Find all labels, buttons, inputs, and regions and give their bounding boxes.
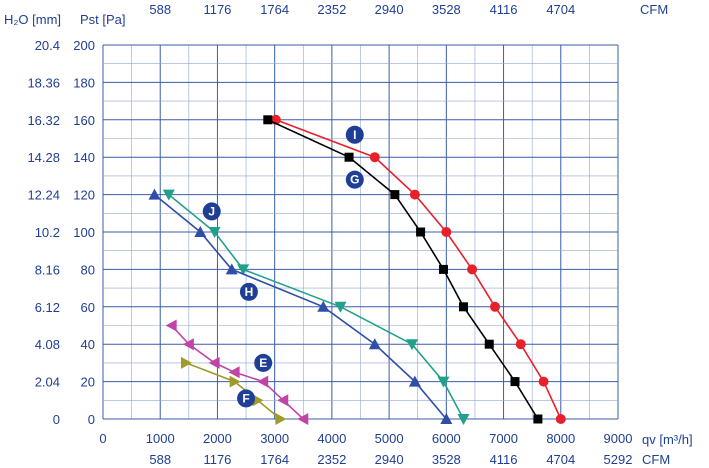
y-tick-label-pa: 100 [73, 225, 95, 240]
cfm-top-tick-label: 4116 [490, 2, 518, 17]
curve-labels: I G J H E F [203, 126, 364, 408]
cfm-bottom-tick-label: 588 [149, 452, 171, 467]
curve-label-text: G [350, 173, 359, 187]
data-point [181, 357, 192, 369]
data-point [345, 153, 354, 162]
cfm-bottom-tick-label: 4116 [490, 452, 518, 467]
cfm-top-tick-label: 4704 [546, 2, 575, 17]
cfm-top-label: CFM [640, 2, 668, 17]
data-point [511, 377, 520, 386]
series-e [166, 320, 309, 426]
cfm-bottom-tick-label: 1176 [203, 452, 231, 467]
y-tick-label-h2o: 16.32 [27, 113, 60, 128]
y-tick-label-h2o: 12.24 [27, 188, 60, 203]
data-point [166, 320, 177, 332]
data-point [439, 265, 448, 274]
curve-label-j: J [203, 202, 221, 220]
curve-label-g: G [346, 171, 364, 189]
data-point [441, 227, 451, 237]
data-point [390, 190, 399, 199]
pa-axis-label: Pst [Pa] [80, 12, 126, 27]
data-point [416, 228, 425, 237]
data-point [490, 302, 500, 312]
x-tick-label: 2000 [203, 431, 232, 446]
y-tick-label-h2o: 4.08 [35, 337, 60, 352]
x-tick-label: 9000 [604, 431, 633, 446]
curve-label-h: H [240, 283, 258, 301]
data-point [209, 357, 220, 369]
cfm-bottom-tick-label: 5292 [604, 452, 633, 467]
y-tick-label-h2o: 8.16 [35, 262, 60, 277]
y-tick-label-h2o: 6.12 [35, 300, 60, 315]
cfm-bottom-tick-label: 1764 [260, 452, 289, 467]
y-tick-label-pa: 180 [73, 75, 95, 90]
curve-label-text: E [259, 356, 267, 370]
data-point [263, 115, 272, 124]
data-point [467, 264, 477, 274]
y-tick-label-h2o: 0 [53, 412, 60, 427]
x-axis-label: qv [m³/h] [642, 432, 693, 447]
cfm-bottom-tick-label: 2352 [317, 452, 346, 467]
x-tick-label: 6000 [432, 431, 461, 446]
x-tick-label: 8000 [546, 431, 575, 446]
curve-label-i: I [346, 126, 364, 144]
data-point [370, 152, 380, 162]
h2o-axis-label: H₂O [mm] [4, 12, 61, 27]
cfm-bottom-tick-label: 4704 [546, 452, 575, 467]
curve-label-text: I [353, 128, 356, 142]
data-point [257, 376, 268, 388]
y-tick-label-pa: 20 [81, 375, 95, 390]
curve-label-text: H [245, 285, 254, 299]
y-tick-label-pa: 0 [88, 412, 95, 427]
x-tick-label: 0 [99, 431, 106, 446]
data-point [539, 377, 549, 387]
cfm-bottom-tick-label: 2940 [375, 452, 404, 467]
y-tick-label-h2o: 2.04 [35, 375, 60, 390]
x-tick-label: 1000 [146, 431, 175, 446]
cfm-top-tick-label: 588 [149, 2, 171, 17]
y-tick-label-h2o: 14.28 [27, 150, 60, 165]
cfm-bottom-tick-label: 3528 [432, 452, 461, 467]
x-tick-label: 4000 [317, 431, 346, 446]
curve-label-text: J [208, 204, 215, 218]
data-point [533, 415, 542, 424]
x-tick-label: 5000 [375, 431, 404, 446]
data-point [410, 190, 420, 200]
y-tick-label-pa: 200 [73, 38, 95, 53]
x-tick-label: 7000 [489, 431, 518, 446]
grid [103, 45, 618, 419]
y-tick-label-h2o: 20.4 [35, 38, 60, 53]
data-point [516, 339, 526, 349]
data-point [459, 302, 468, 311]
y-tick-label-pa: 140 [73, 150, 95, 165]
curve-label-f: F [237, 389, 255, 407]
cfm-top-tick-label: 2352 [317, 2, 346, 17]
y-tick-label-h2o: 10.2 [35, 225, 60, 240]
y-tick-label-pa: 40 [81, 337, 95, 352]
cfm-bottom-label: CFM [642, 452, 670, 467]
y-tick-label-h2o: 18.36 [27, 75, 60, 90]
y-tick-label-pa: 60 [81, 300, 95, 315]
data-point [275, 413, 286, 425]
y-tick-label-pa: 80 [81, 262, 95, 277]
cfm-top-tick-label: 1764 [260, 2, 289, 17]
data-point [485, 340, 494, 349]
cfm-top-tick-label: 2940 [375, 2, 404, 17]
curve-label-e: E [254, 354, 272, 372]
curve-label-text: F [242, 391, 249, 405]
tick-labels: 02040608010012014016018020002.044.086.12… [27, 2, 632, 467]
data-point [556, 414, 566, 424]
y-tick-label-pa: 120 [73, 188, 95, 203]
y-tick-label-pa: 160 [73, 113, 95, 128]
x-tick-label: 3000 [260, 431, 289, 446]
cfm-top-tick-label: 1176 [203, 2, 231, 17]
cfm-top-tick-label: 3528 [432, 2, 461, 17]
